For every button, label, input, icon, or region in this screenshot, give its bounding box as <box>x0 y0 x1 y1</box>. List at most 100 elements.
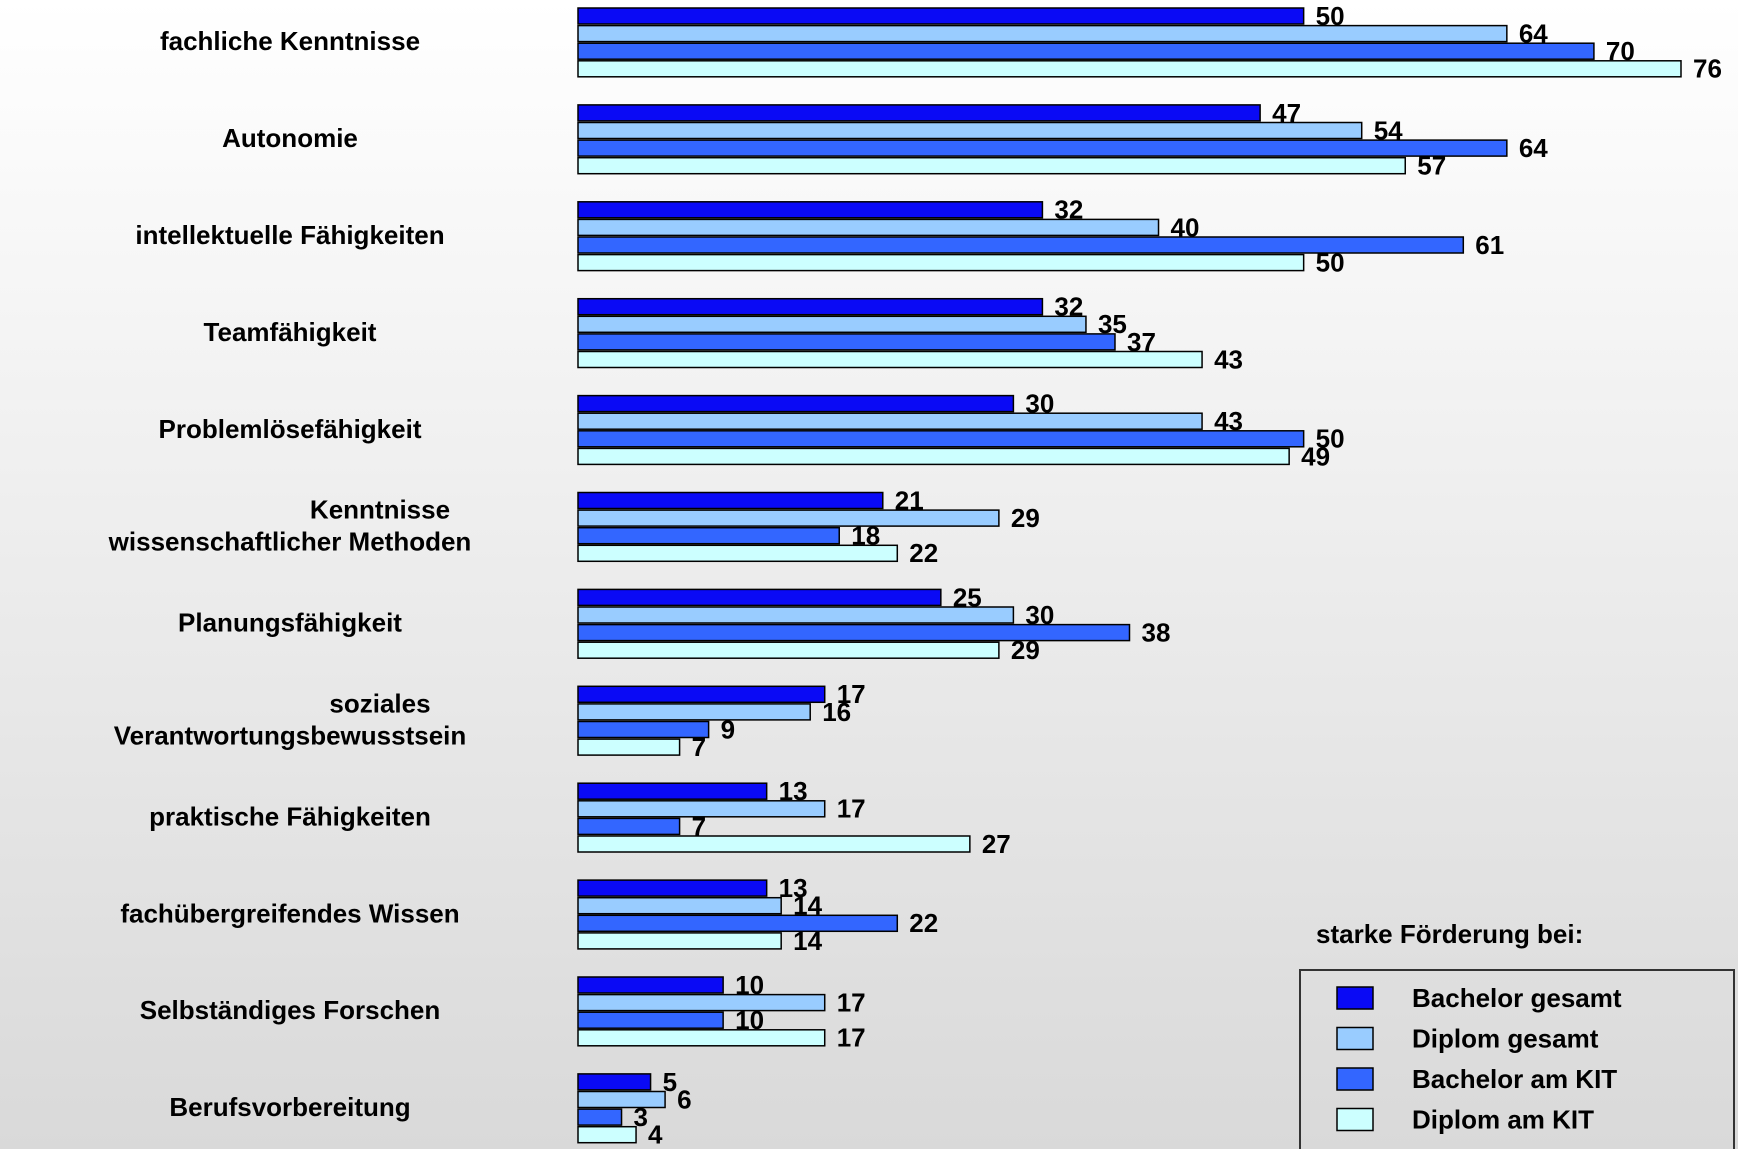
category-label: fachübergreifendes Wissen <box>120 898 459 928</box>
bar <box>577 236 1465 254</box>
bar <box>577 720 710 739</box>
bar <box>577 738 681 756</box>
bar <box>577 7 1305 25</box>
bar <box>577 623 1131 642</box>
bar <box>577 509 1000 527</box>
value-label: 16 <box>822 697 851 727</box>
category-label-line: Selbständiges Forschen <box>140 995 441 1025</box>
bar <box>577 641 1000 659</box>
category-label: Selbständiges Forschen <box>140 995 441 1025</box>
value-label: 17 <box>837 794 866 824</box>
category-label: Problemlösefähigkeit <box>159 414 422 444</box>
value-label: 17 <box>837 679 866 709</box>
value-label: 7 <box>692 811 706 841</box>
bar <box>577 60 1682 78</box>
bar <box>577 544 899 563</box>
bar <box>577 139 1508 157</box>
bar <box>577 896 782 915</box>
bar <box>577 350 1203 369</box>
bar <box>577 1029 826 1047</box>
bar <box>577 121 1363 140</box>
value-label: 76 <box>1693 54 1722 84</box>
value-label: 29 <box>1011 503 1040 533</box>
bar <box>577 782 768 800</box>
category-label: Planungsfähigkeit <box>178 607 402 637</box>
bar <box>577 526 840 545</box>
bar <box>577 333 1116 351</box>
bar <box>577 993 826 1012</box>
category-label-line: Autonomie <box>222 123 358 153</box>
legend-label: Bachelor gesamt <box>1412 983 1622 1013</box>
legend-box <box>1299 969 1735 1149</box>
bar <box>577 703 811 721</box>
category-label-line: Planungsfähigkeit <box>178 607 402 637</box>
bar <box>577 156 1406 175</box>
bar <box>577 104 1261 122</box>
category-label-line: Berufsvorbereitung <box>169 1092 410 1122</box>
category-label: Teamfähigkeit <box>204 317 377 347</box>
value-label: 17 <box>837 1023 866 1053</box>
value-label: 4 <box>648 1120 663 1149</box>
value-label: 9 <box>721 714 735 744</box>
category-label-line: praktische Fähigkeiten <box>149 801 431 831</box>
value-label: 13 <box>779 873 808 903</box>
category-label-line: fachübergreifendes Wissen <box>120 898 459 928</box>
category-label-line: wissenschaftlicher Methoden <box>108 527 472 557</box>
value-label: 64 <box>1519 133 1548 163</box>
value-label: 22 <box>909 538 938 568</box>
bar <box>577 1073 652 1091</box>
legend-swatch <box>1336 986 1374 1010</box>
category-label-line: Problemlösefähigkeit <box>159 414 422 444</box>
bar <box>577 394 1015 413</box>
category-label-line: fachliche Kenntnisse <box>160 26 420 56</box>
bar <box>577 412 1203 430</box>
category-label-line: Kenntnisse <box>310 495 450 525</box>
bar <box>577 879 768 897</box>
category-label: fachliche Kenntnisse <box>160 26 420 56</box>
value-label: 49 <box>1301 441 1330 471</box>
bar <box>577 430 1305 448</box>
bar <box>577 1108 623 1126</box>
category-label: Berufsvorbereitung <box>169 1092 410 1122</box>
legend-swatch <box>1336 1026 1374 1051</box>
value-label: 5 <box>663 1067 677 1097</box>
category-label: Kenntnisse wissenschaftlicher Methoden <box>108 495 472 557</box>
bar <box>577 932 782 950</box>
legend-swatch <box>1336 1067 1374 1091</box>
category-label: praktische Fähigkeiten <box>149 801 431 831</box>
legend-swatch <box>1336 1107 1374 1132</box>
category-label-line: Teamfähigkeit <box>204 317 377 347</box>
value-label: 57 <box>1417 151 1446 181</box>
bar <box>577 491 884 510</box>
bar <box>577 1011 724 1029</box>
legend-label: Diplom am KIT <box>1412 1104 1594 1134</box>
bar <box>577 606 1015 624</box>
bar <box>577 1125 637 1144</box>
category-label-line: intellektuelle Fähigkeiten <box>135 220 444 250</box>
bar <box>577 800 826 818</box>
value-label: 6 <box>677 1084 691 1114</box>
value-label: 3 <box>634 1102 648 1132</box>
bar <box>577 588 942 607</box>
legend-label: Bachelor am KIT <box>1412 1064 1617 1094</box>
value-label: 61 <box>1475 230 1504 260</box>
value-label: 43 <box>1214 344 1243 374</box>
category-label: Autonomie <box>222 123 358 153</box>
category-label-line: soziales <box>329 688 430 718</box>
bar <box>577 315 1087 334</box>
value-label: 50 <box>1316 424 1345 454</box>
bar <box>577 42 1595 60</box>
bar <box>577 218 1160 237</box>
legend-title: starke Förderung bei: <box>1316 919 1583 949</box>
bar <box>577 297 1044 316</box>
value-label: 29 <box>1011 635 1040 665</box>
bar <box>577 817 681 836</box>
bar <box>577 24 1508 43</box>
bar <box>577 447 1290 466</box>
value-label: 27 <box>982 829 1011 859</box>
value-label: 38 <box>1142 617 1171 647</box>
value-label: 17 <box>837 987 866 1017</box>
